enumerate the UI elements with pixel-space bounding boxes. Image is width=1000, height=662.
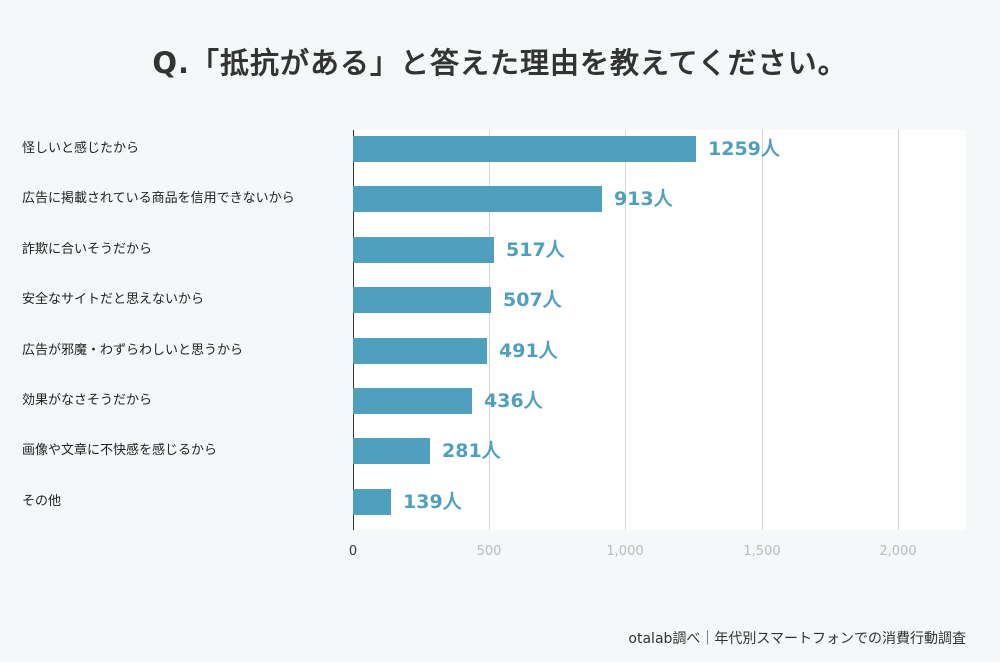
x-tick-label: 2,000: [879, 544, 917, 559]
bar: [353, 438, 430, 464]
grid-line: [625, 130, 626, 530]
chart-title: Q.「抵抗がある」と答えた理由を教えてください。: [152, 46, 848, 80]
category-label: 広告に掲載されている商品を信用できないから: [22, 191, 295, 206]
category-label: 効果がなさそうだから: [22, 393, 153, 408]
bar: [353, 287, 491, 313]
x-tick-label: 1,000: [606, 544, 644, 559]
bar: [353, 489, 391, 515]
value-label: 436人: [484, 390, 543, 412]
category-label: 怪しいと感じたから: [22, 141, 140, 156]
bar: [353, 338, 487, 364]
bar: [353, 388, 472, 414]
category-label: 詐欺に合いそうだから: [22, 242, 153, 257]
source-footer: otalab調べ｜年代別スマートフォンでの消費行動調査: [628, 631, 966, 647]
value-label: 507人: [503, 289, 562, 311]
category-label: その他: [22, 494, 62, 509]
value-label: 281人: [442, 440, 501, 462]
category-label: 画像や文章に不快感を感じるから: [22, 443, 218, 458]
grid-line: [489, 130, 490, 530]
bar: [353, 186, 602, 212]
x-tick-label: 1,500: [743, 544, 781, 559]
x-tick-label: 0: [348, 544, 358, 559]
category-label: 安全なサイトだと思えないから: [22, 292, 205, 307]
bar: [353, 237, 494, 263]
value-label: 913人: [614, 188, 673, 210]
grid-line: [762, 130, 763, 530]
grid-line: [898, 130, 899, 530]
plot-area: 1259人 913人 517人 507人 491人 436人 281人 139人: [353, 130, 966, 530]
bar: [353, 136, 696, 162]
x-tick-label: 500: [476, 544, 502, 559]
value-label: 1259人: [708, 138, 780, 160]
y-axis-line: [353, 130, 354, 530]
value-label: 517人: [506, 239, 565, 261]
value-label: 139人: [403, 491, 462, 513]
value-label: 491人: [499, 340, 558, 362]
category-label: 広告が邪魔・わずらわしいと思うから: [22, 343, 244, 358]
